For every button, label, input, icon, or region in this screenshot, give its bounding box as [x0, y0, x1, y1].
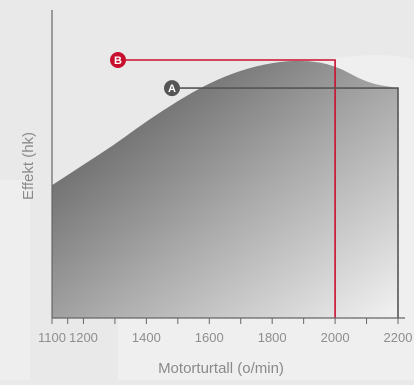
x-tick-label-1400: 1400	[132, 330, 161, 345]
x-tick-label-2000: 2000	[321, 330, 350, 345]
marker-badge-b	[110, 52, 126, 68]
x-ticks: 1100 1200 1400 1600 1800 2000 2200	[38, 318, 412, 345]
markers-layer: BA	[110, 52, 399, 318]
marker-line-a	[172, 87, 399, 318]
marker-line-b	[118, 59, 336, 318]
power-area	[52, 60, 398, 318]
background-shape-left	[0, 180, 30, 380]
x-tick-label-2200: 2200	[384, 330, 413, 345]
marker-label-b: B	[114, 55, 122, 67]
x-tick-label-1600: 1600	[195, 330, 224, 345]
x-tick-label-1800: 1800	[258, 330, 287, 345]
x-tick-label-1200: 1200	[69, 330, 98, 345]
marker-badge-a	[164, 80, 180, 97]
marker-label-a: A	[168, 83, 176, 95]
x-axis-title: Motorturtall (o/min)	[158, 360, 284, 377]
x-tick-label-1100: 1100	[38, 330, 66, 345]
y-axis-title: Effekt (hk)	[20, 132, 37, 200]
